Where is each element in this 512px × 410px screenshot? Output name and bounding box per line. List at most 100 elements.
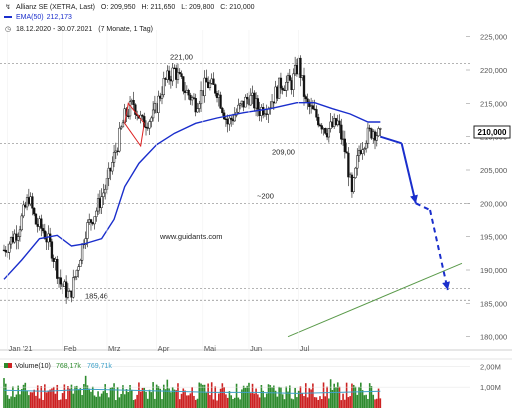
x-tick-label: Feb <box>64 344 77 353</box>
candle-body <box>34 213 38 225</box>
candle-body <box>340 124 343 140</box>
volume-bar <box>244 387 247 408</box>
volume-bar <box>79 388 82 408</box>
ohlc-high: H: 211,650 <box>141 4 176 11</box>
candle-body <box>361 149 364 154</box>
support-label: ~200 <box>257 191 274 200</box>
volume-bar <box>328 398 330 408</box>
candle-body <box>22 204 25 217</box>
candle-body <box>285 81 288 91</box>
volume-bar <box>164 389 167 408</box>
candle-body <box>77 266 80 271</box>
candle-body <box>102 192 105 197</box>
candle-body <box>89 219 93 223</box>
volume-bar <box>352 384 355 408</box>
volume-bar <box>60 399 62 408</box>
candle-body <box>302 75 306 97</box>
volume-bar <box>260 385 263 408</box>
volume-bar <box>54 393 57 408</box>
volume-bar <box>304 383 307 408</box>
volume-bar <box>155 384 158 408</box>
volume-bar <box>248 382 250 408</box>
watermark: www.guidants.com <box>159 232 223 241</box>
volume-bar <box>175 390 177 408</box>
volume-bar <box>63 384 66 408</box>
x-tick-label: Jul <box>300 344 310 353</box>
volume-bar <box>340 400 343 408</box>
candle-body <box>214 84 217 94</box>
volume-bar <box>237 397 240 408</box>
candle-body <box>212 78 215 85</box>
volume-bar <box>299 386 302 408</box>
candle-body <box>219 94 222 109</box>
projection-segment <box>400 143 417 204</box>
volume-bar <box>65 399 67 408</box>
price-tick-label: 225,000 <box>480 33 507 42</box>
volume-bar <box>10 396 12 408</box>
volume-bar <box>100 393 103 408</box>
candle-body <box>221 107 224 114</box>
candle-body <box>205 77 208 83</box>
volume-bar <box>226 397 229 408</box>
volume-bar <box>210 382 213 408</box>
candle-body <box>379 128 382 130</box>
price-tick-label: 200,000 <box>480 199 507 208</box>
volume-bar <box>122 385 124 408</box>
volume-bar <box>251 383 254 408</box>
candle-body <box>292 73 295 90</box>
volume-bar <box>8 398 11 408</box>
volume-bar <box>45 392 48 408</box>
candle-body <box>95 210 98 217</box>
volume-bar <box>360 382 362 408</box>
bull-flag-channel <box>124 102 145 148</box>
price-tick-label: 220,000 <box>480 66 507 75</box>
candle-body <box>148 121 151 129</box>
candle-body <box>187 89 190 96</box>
volume-bar <box>26 390 28 408</box>
volume-bar <box>191 387 193 408</box>
candle-body <box>315 109 318 118</box>
volume-bar <box>370 386 373 408</box>
volume-bar <box>200 383 202 408</box>
candle-body <box>80 243 84 261</box>
volume-bar <box>223 387 225 408</box>
volume-average-line <box>3 388 381 394</box>
volume-bar <box>198 382 201 408</box>
x-axis: Jan '21 Feb Mrz Apr Mai Jun Jul <box>7 30 310 353</box>
volume-bar <box>42 399 44 408</box>
candle-body <box>306 98 309 103</box>
candle-body <box>203 77 206 97</box>
volume-bar <box>239 399 241 408</box>
candle-body <box>112 152 116 163</box>
volume-bar <box>363 395 366 408</box>
candle-body <box>141 114 144 117</box>
volume-bar <box>196 398 199 408</box>
volume-bar <box>49 389 51 408</box>
volume-bar <box>72 393 75 408</box>
volume-bar <box>308 388 311 408</box>
volume-bar <box>111 387 114 408</box>
volume-bar <box>203 384 206 408</box>
volume-bar <box>162 384 165 408</box>
candle-body <box>93 216 96 225</box>
x-tick-label: Jan '21 <box>9 344 33 353</box>
volume-bar <box>313 397 316 408</box>
volume-bar <box>233 397 236 408</box>
volume-bar <box>281 394 284 408</box>
candle-body <box>171 67 174 82</box>
volume-bar <box>294 387 296 408</box>
volume-bar <box>36 385 39 408</box>
volume-bar <box>296 397 298 408</box>
volume-bar <box>67 386 69 408</box>
volume-bar <box>338 386 341 408</box>
volume-bar <box>356 394 359 408</box>
candle-body <box>134 104 137 115</box>
volume-bar <box>377 388 380 408</box>
candle-body <box>111 162 114 172</box>
candle-body <box>8 243 11 253</box>
candle-body <box>199 90 203 105</box>
volume-bar <box>312 383 314 408</box>
volume-bar <box>367 398 369 408</box>
candle-body <box>127 115 130 117</box>
volume-bar <box>118 397 121 408</box>
